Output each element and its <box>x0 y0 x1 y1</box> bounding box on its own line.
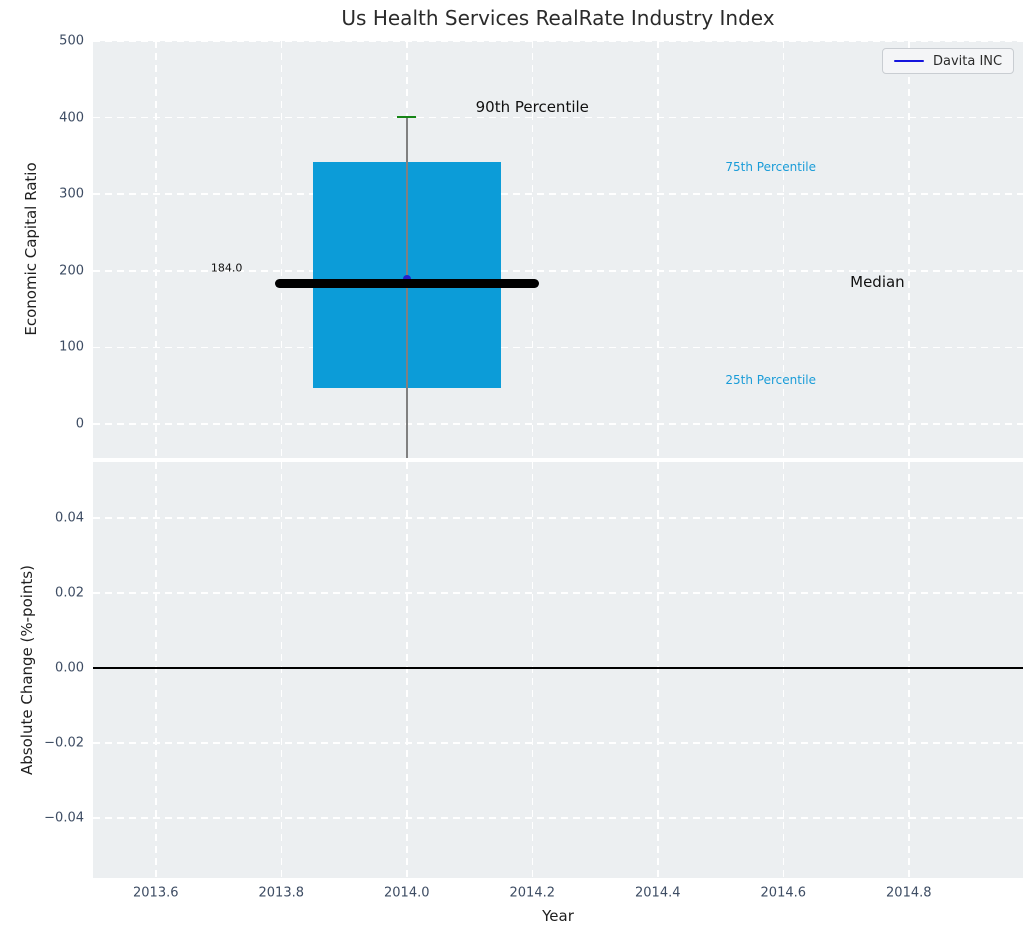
y-tick-label: 400 <box>59 110 84 126</box>
y-tick-label: 0.02 <box>55 585 84 601</box>
y-tick-label: 0.04 <box>55 510 84 526</box>
gridline-horizontal <box>93 346 1023 349</box>
gridline-vertical <box>280 41 282 458</box>
economic-capital-ratio-panel: 90th Percentile 75th Percentile Median 25th… <box>93 41 1023 458</box>
y-tick-label: −0.02 <box>44 735 84 751</box>
x-tick-label: 2014.4 <box>635 885 681 901</box>
gridline-horizontal <box>93 423 1023 425</box>
y-tick-label: 300 <box>59 186 84 202</box>
y-tick-label: 200 <box>59 263 84 279</box>
annotation-median: Median <box>850 272 905 291</box>
gridline-horizontal <box>93 742 1023 744</box>
gridline-horizontal <box>93 193 1023 195</box>
gridline-vertical <box>280 462 282 878</box>
x-tick-label: 2013.6 <box>133 885 179 901</box>
gridline-horizontal <box>93 270 1023 272</box>
x-axis-label: Year <box>542 907 574 925</box>
gridline-vertical <box>531 462 534 878</box>
annotation-184-0: 184.0 <box>210 261 243 275</box>
legend-label: Davita INC <box>933 53 1003 69</box>
x-tick-label: 2014.2 <box>509 885 556 901</box>
gridline-vertical <box>406 462 408 878</box>
y-tick-label: −0.04 <box>44 810 84 826</box>
x-tick-label: 2014.6 <box>760 885 807 901</box>
legend: Davita INC <box>882 48 1015 74</box>
gridline-vertical <box>531 41 534 458</box>
gridline-vertical <box>155 41 157 458</box>
gridline-horizontal <box>93 592 1023 594</box>
gridline-horizontal <box>93 817 1023 819</box>
gridline-horizontal <box>93 116 1023 119</box>
y-axis-label-top: Economic Capital Ratio <box>22 162 40 336</box>
y-tick-label: 0 <box>75 416 84 432</box>
chart-title: Us Health Services RealRate Industry Ind… <box>341 6 775 30</box>
y-tick-label: 100 <box>59 339 84 355</box>
x-tick-label: 2013.8 <box>258 885 305 901</box>
annotation-90th-percentile: 90th Percentile <box>475 97 589 116</box>
percentile-90-cap <box>397 115 417 119</box>
gridline-vertical <box>657 41 659 458</box>
gridline-vertical <box>657 462 659 878</box>
annotation-75th-percentile: 75th Percentile <box>725 160 817 175</box>
x-tick-label: 2014.0 <box>384 885 430 901</box>
y-tick-label: 0.00 <box>55 660 84 676</box>
gridline-vertical <box>782 462 785 878</box>
gridline-vertical <box>908 41 910 458</box>
gridline-vertical <box>908 462 910 878</box>
gridline-horizontal <box>93 517 1023 519</box>
annotation-25th-percentile: 25th Percentile <box>725 373 817 388</box>
zero-line <box>93 666 1023 669</box>
gridline-vertical <box>782 41 785 458</box>
median-line <box>274 278 539 288</box>
legend-line-icon <box>894 59 924 63</box>
absolute-change-panel <box>93 462 1023 878</box>
gridline-vertical <box>155 462 157 878</box>
gridline-horizontal <box>93 41 1023 42</box>
y-tick-label: 500 <box>59 33 84 49</box>
y-axis-label-bottom: Absolute Change (%-points) <box>18 565 36 775</box>
x-tick-label: 2014.8 <box>886 885 932 901</box>
